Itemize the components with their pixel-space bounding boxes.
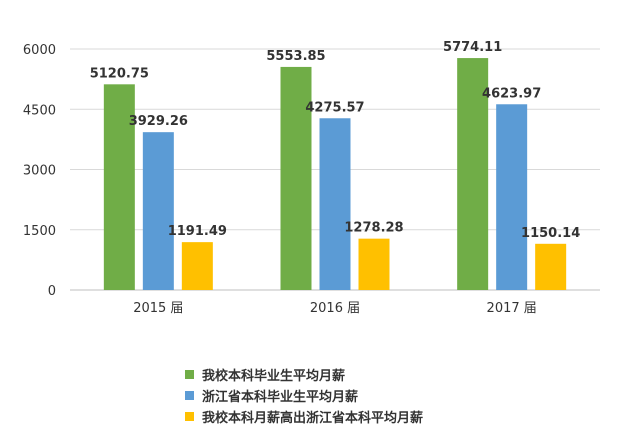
bar (457, 58, 489, 291)
bar (319, 118, 351, 290)
legend-item: 我校本科毕业生平均月薪 (185, 364, 423, 385)
bar (496, 104, 528, 290)
data-labels: 5120.75 3929.26 1191.49 5553.85 4275.57 1278.… (90, 40, 581, 241)
bars (103, 58, 567, 291)
y-tick-label: 0 (48, 284, 56, 299)
legend: 我校本科毕业生平均月薪 浙江省本科毕业生平均月薪 我校本科月薪高出浙江省本科平均… (185, 364, 423, 427)
data-label: 4275.57 (305, 100, 364, 115)
legend-item: 浙江省本科毕业生平均月薪 (185, 385, 423, 406)
bar (280, 66, 312, 291)
y-tick-label: 4500 (23, 103, 56, 118)
bar (142, 132, 174, 290)
legend-item: 我校本科月薪高出浙江省本科平均月薪 (185, 406, 423, 427)
legend-swatch (185, 370, 194, 379)
y-tick-label: 3000 (23, 164, 56, 179)
legend-swatch (185, 412, 194, 421)
legend-label: 我校本科毕业生平均月薪 (202, 369, 346, 384)
x-tick-label: 2015 届 (133, 301, 183, 316)
y-axis: 0 1500 3000 4500 6000 (23, 43, 56, 299)
bar (181, 242, 213, 290)
data-label: 1278.28 (344, 221, 403, 236)
bar (103, 84, 135, 290)
legend-label: 我校本科月薪高出浙江省本科平均月薪 (202, 411, 424, 426)
data-label: 5120.75 (90, 66, 149, 81)
data-label: 5774.11 (443, 40, 502, 55)
data-label: 5553.85 (266, 49, 325, 64)
y-tick-label: 1500 (23, 224, 56, 239)
legend-label: 浙江省本科毕业生平均月薪 (202, 390, 359, 405)
x-tick-label: 2016 届 (310, 301, 360, 316)
data-label: 4623.97 (482, 86, 541, 101)
data-label: 3929.26 (129, 114, 188, 129)
y-tick-label: 6000 (23, 43, 56, 58)
x-tick-label: 2017 届 (487, 301, 537, 316)
x-axis: 2015 届 2016 届 2017 届 (133, 301, 537, 316)
bar (535, 243, 567, 290)
data-label: 1191.49 (168, 224, 227, 239)
data-label: 1150.14 (521, 226, 580, 241)
bar (358, 238, 390, 290)
legend-swatch (185, 391, 194, 400)
